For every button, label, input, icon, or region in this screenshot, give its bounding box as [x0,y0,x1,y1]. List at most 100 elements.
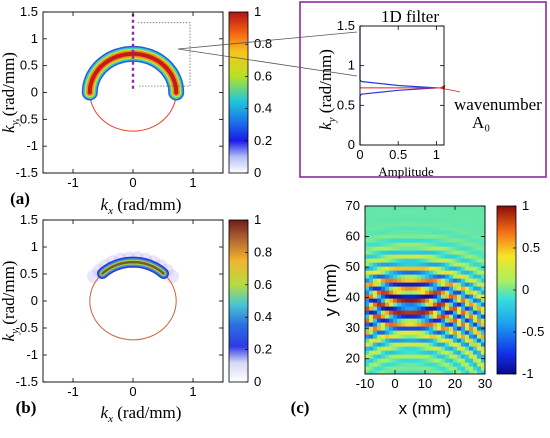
c-cell [437,214,442,219]
c-cell [445,314,450,319]
c-cell [413,242,418,247]
c-cell [461,362,466,367]
c-cell [401,298,406,303]
c-cell [461,342,466,347]
c-cell [441,334,446,339]
c-cell [385,258,390,263]
c-cell [433,294,438,299]
c-cell [453,358,458,363]
c-cell [377,254,382,259]
c-cell [397,354,402,359]
c-cell [421,258,426,263]
c-cell [477,346,482,351]
c-cell [425,270,430,275]
c-cell [365,266,370,271]
c-cell [449,370,454,374]
c-cell [393,234,398,239]
c-cell [413,310,418,315]
c-cell [377,314,382,319]
c-cell [381,354,386,359]
b-ytick-label: 0.5 [20,266,38,281]
c-cell [417,210,422,215]
c-cell [401,354,406,359]
c-cell [465,278,470,283]
a-xlabel: kx (rad/mm) [101,195,182,217]
c-cell [405,358,410,363]
c-cell [385,310,390,315]
c-cell [445,362,450,367]
c-cell [413,334,418,339]
c-cell [393,246,398,251]
c-cell [445,238,450,243]
c-cell [385,322,390,327]
c-cell [413,290,418,295]
c-cell [473,302,478,307]
c-cell [449,310,454,315]
c-cell [453,230,458,235]
c-cell [413,230,418,235]
c-cell [469,242,474,247]
c-cell [409,218,414,223]
c-cell [369,238,374,243]
c-cell [365,290,370,295]
c-cell [397,330,402,335]
b-panel-label: (b) [16,398,37,417]
c-cell [461,338,466,343]
c-cell [409,226,414,231]
c-cell [477,254,482,259]
c-cell [365,294,370,299]
c-cell [469,214,474,219]
c-cell [477,294,482,299]
c-cell [377,342,382,347]
c-cell [481,274,485,279]
c-cell [437,254,442,259]
c-cell [381,366,386,371]
c-cell [417,254,422,259]
c-cell [393,218,398,223]
c-cell [385,298,390,303]
c-cell [433,298,438,303]
c-cell [413,234,418,239]
c-cell [457,246,462,251]
c-cell [389,302,394,307]
c-cell [405,298,410,303]
c-cell [393,250,398,255]
c-ytick-label: 30 [346,320,360,335]
c-colorbar-label: -1 [522,366,534,381]
c-cell [377,298,382,303]
c-cell [413,298,418,303]
c-cell [405,250,410,255]
c-cell [405,214,410,219]
c-cell [465,206,470,211]
wavenumber-annotation: wavenumber [454,95,542,114]
c-cell [381,346,386,351]
c-cell [385,354,390,359]
c-cell [469,234,474,239]
c-cell [397,206,402,211]
c-cell [441,234,446,239]
c-cell [401,210,406,215]
c-cell [421,310,426,315]
c-cell [369,222,374,227]
c-cell [401,322,406,327]
c-cell [417,350,422,355]
c-cell [369,306,374,311]
c-cell [425,274,430,279]
c-cell [405,266,410,271]
c-cell [417,218,422,223]
c-cell [381,306,386,311]
c-cell [473,242,478,247]
c-cell [457,270,462,275]
c-cell [425,322,430,327]
c-cell [385,326,390,331]
c-cell [401,254,406,259]
c-cell [457,334,462,339]
c-cell [373,222,378,227]
c-cell [377,270,382,275]
c-cell [413,370,418,374]
c-cell [429,242,434,247]
c-cell [421,222,426,227]
c-cell [373,362,378,367]
c-cell [461,266,466,271]
c-cell [437,358,442,363]
